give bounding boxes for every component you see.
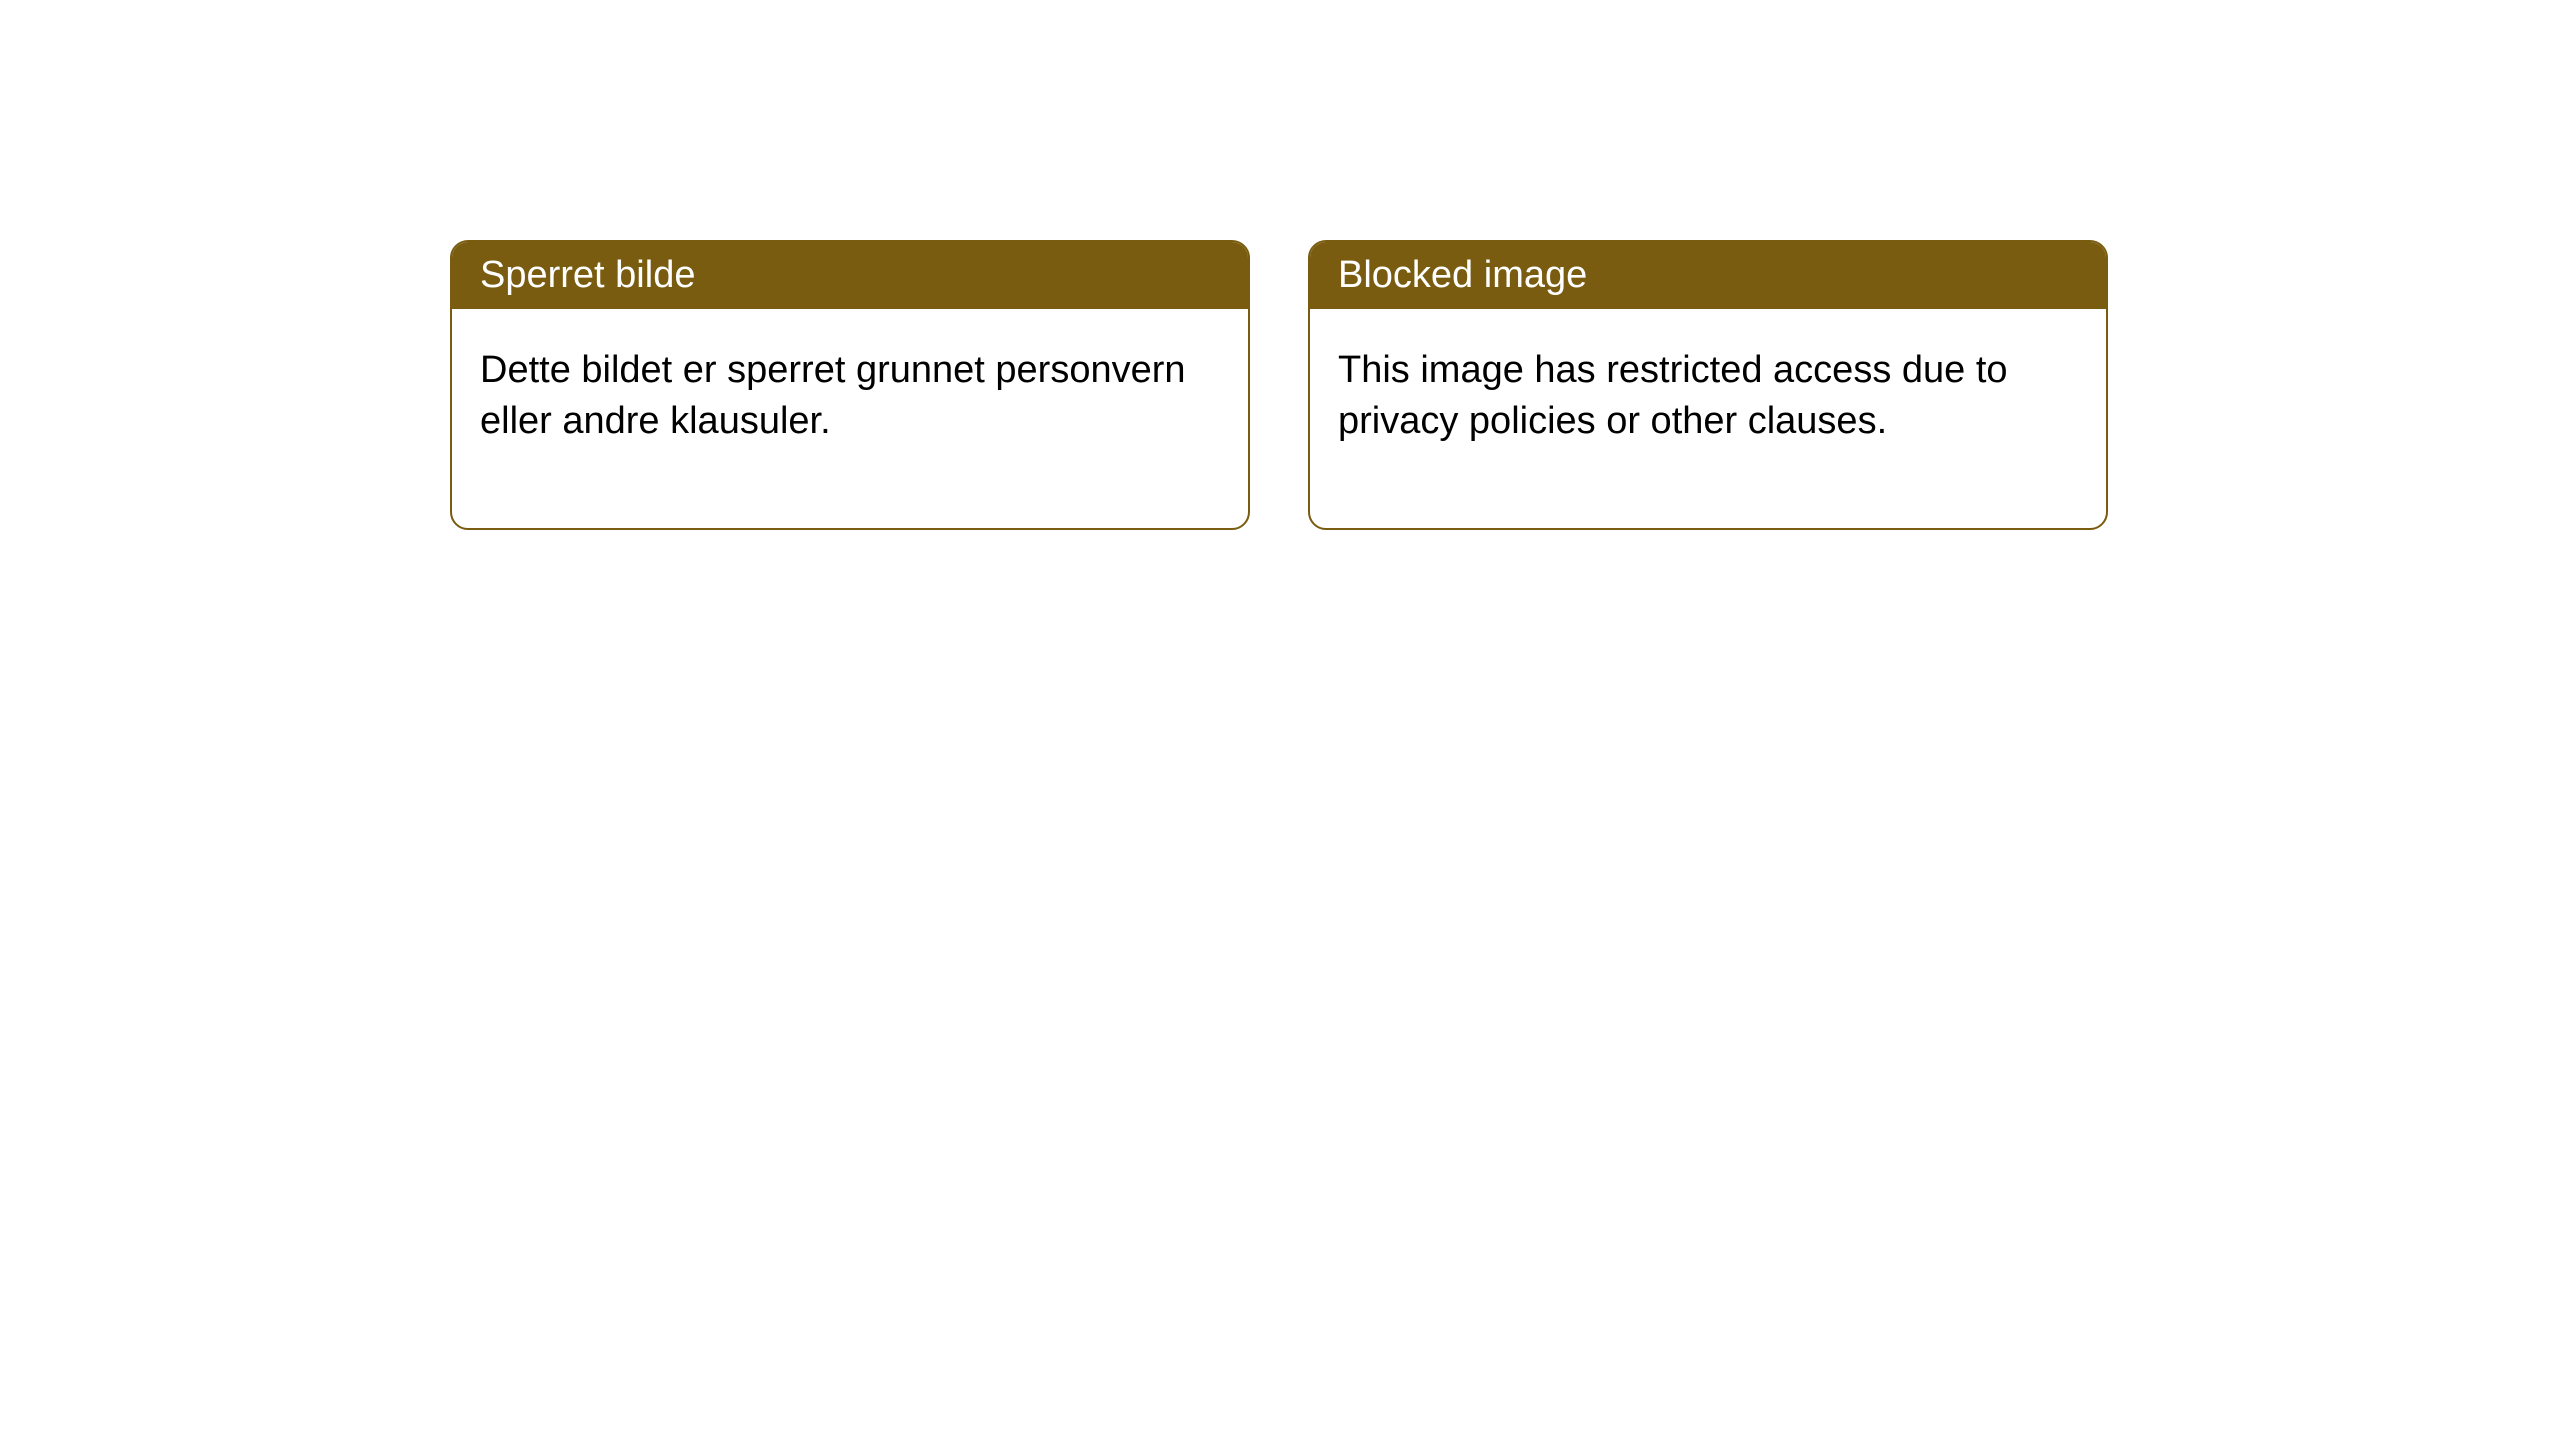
notice-header: Sperret bilde: [452, 242, 1248, 309]
notice-header: Blocked image: [1310, 242, 2106, 309]
notice-body: Dette bildet er sperret grunnet personve…: [452, 309, 1248, 528]
notice-card-norwegian: Sperret bilde Dette bildet er sperret gr…: [450, 240, 1250, 530]
notice-body: This image has restricted access due to …: [1310, 309, 2106, 528]
notice-card-english: Blocked image This image has restricted …: [1308, 240, 2108, 530]
notice-container: Sperret bilde Dette bildet er sperret gr…: [450, 240, 2108, 530]
